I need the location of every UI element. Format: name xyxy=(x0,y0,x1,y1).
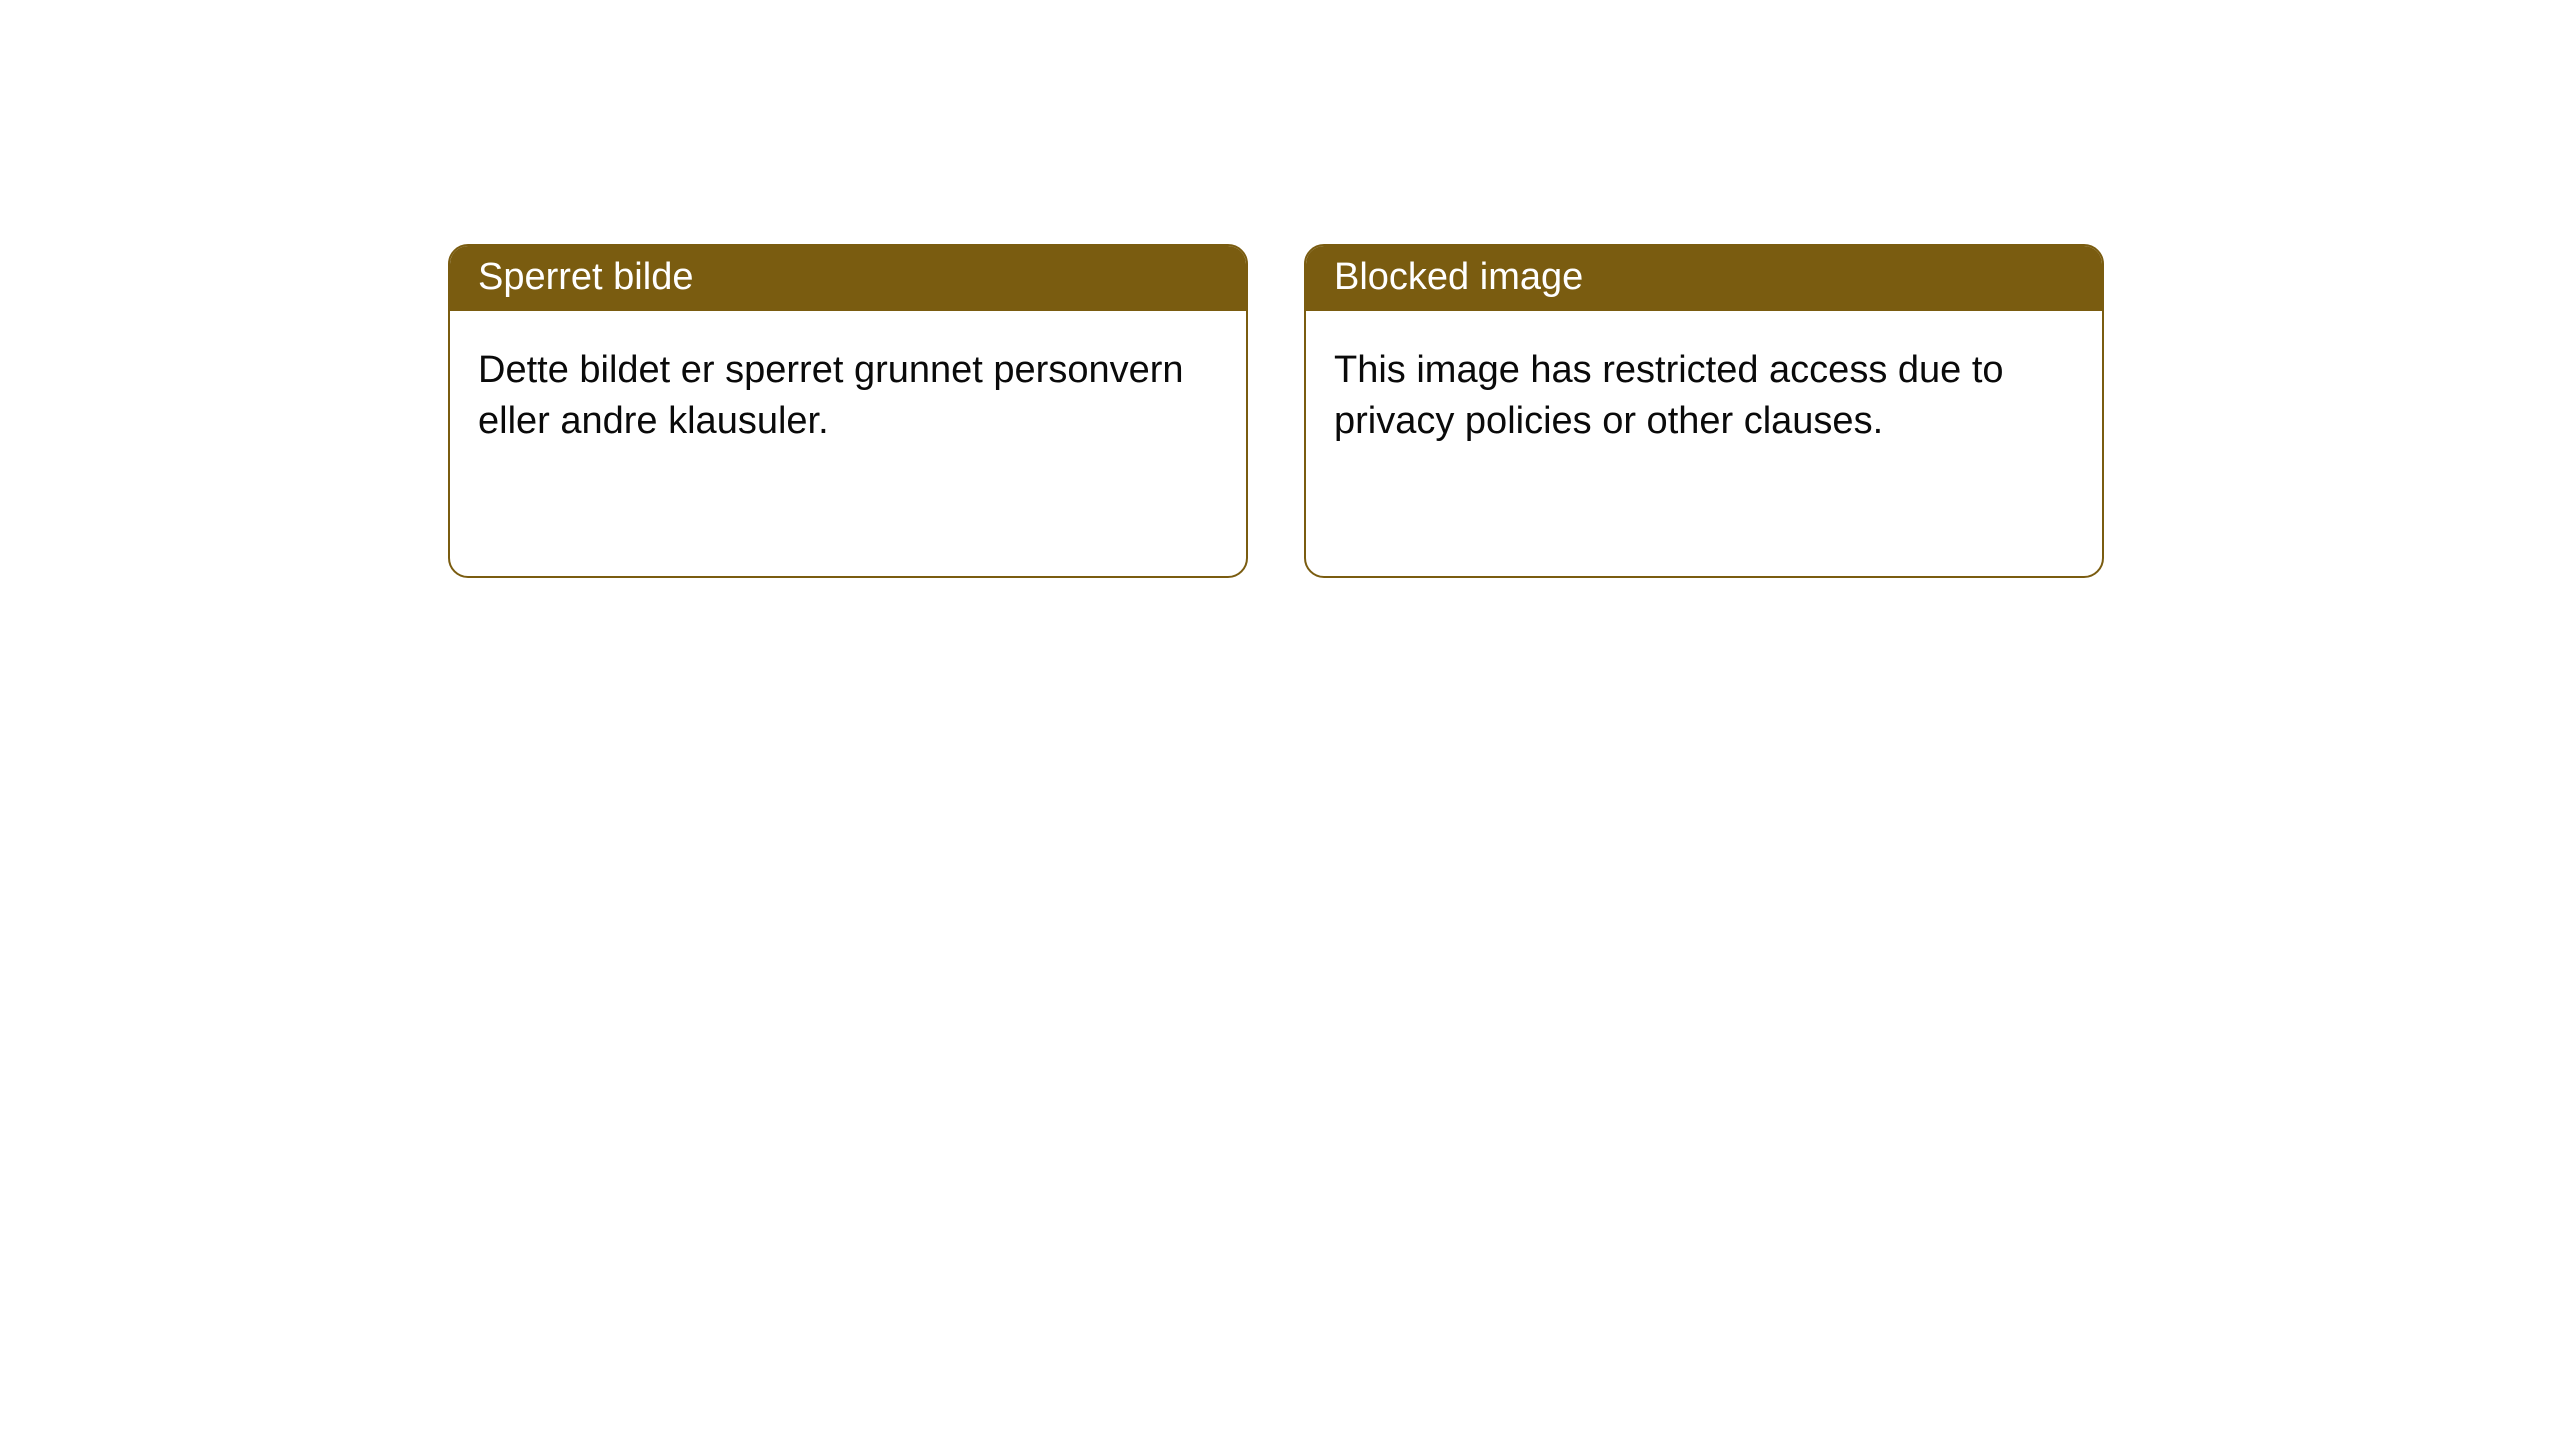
card-title-no: Sperret bilde xyxy=(478,256,693,298)
blocked-image-card-en: Blocked image This image has restricted … xyxy=(1304,244,2104,578)
card-header-no: Sperret bilde xyxy=(450,246,1246,311)
card-message-no: Dette bildet er sperret grunnet personve… xyxy=(478,349,1184,442)
card-body-en: This image has restricted access due to … xyxy=(1306,311,2102,482)
card-header-en: Blocked image xyxy=(1306,246,2102,311)
notice-cards-row: Sperret bilde Dette bildet er sperret gr… xyxy=(448,244,2560,578)
card-body-no: Dette bildet er sperret grunnet personve… xyxy=(450,311,1246,482)
card-message-en: This image has restricted access due to … xyxy=(1334,349,2004,442)
blocked-image-card-no: Sperret bilde Dette bildet er sperret gr… xyxy=(448,244,1248,578)
card-title-en: Blocked image xyxy=(1334,256,1583,298)
